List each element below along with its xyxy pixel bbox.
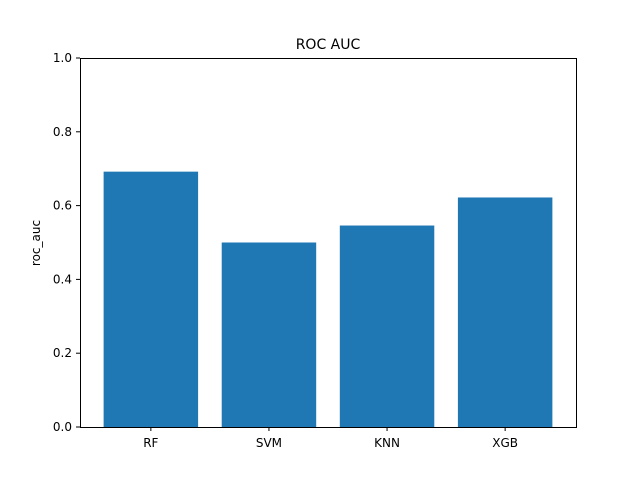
x-tick-label: RF [143,436,158,450]
y-tick-label: 0.0 [53,420,72,434]
x-tick-label: KNN [374,436,400,450]
bar-rf [103,171,199,427]
plot-area-frame [80,58,577,428]
x-tick-label: XGB [492,436,518,450]
bar-knn [339,225,435,427]
y-axis-ticks: 0.0 0.2 0.4 0.6 0.8 1.0 [53,51,80,434]
x-tick-label: SVM [256,436,282,450]
chart-title: ROC AUC [296,37,361,53]
x-axis-ticks: RF SVM KNN XGB [143,427,518,450]
y-tick-label: 0.6 [53,199,72,213]
y-axis-title: roc_auc [29,220,43,266]
y-tick-label: 1.0 [53,51,72,65]
bar-svm [221,242,317,427]
y-tick-label: 0.4 [53,272,72,286]
bar-xgb [457,197,553,427]
bars-layer [103,171,553,427]
y-tick-label: 0.2 [53,346,72,360]
y-tick-label: 0.8 [53,125,72,139]
